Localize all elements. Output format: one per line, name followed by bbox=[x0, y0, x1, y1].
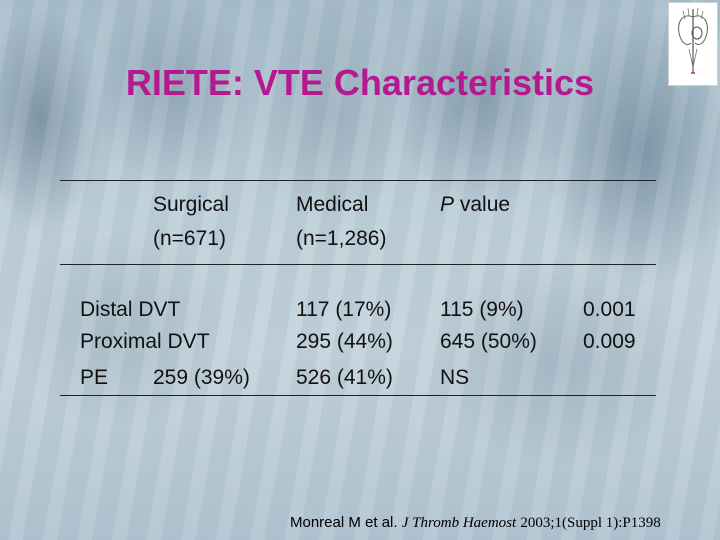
citation: Monreal M et al. J Thromb Haemost 2003;1… bbox=[290, 514, 661, 532]
cell-proximal-surgical: 295 (44%) bbox=[296, 330, 393, 353]
cell-distal-surgical: 117 (17%) bbox=[296, 298, 392, 321]
row-label-pe: PE bbox=[80, 366, 109, 389]
header-surgical: Surgical bbox=[153, 193, 229, 216]
row-label-proximal: Proximal DVT bbox=[80, 330, 210, 353]
header-medical: Medical bbox=[296, 193, 369, 216]
citation-ref: 2003;1(Suppl 1):P1398 bbox=[520, 515, 661, 531]
header-surgical-n: (n=671) bbox=[153, 227, 226, 250]
cell-pe-surgical: 259 (39%) bbox=[153, 366, 250, 389]
cell-distal-medical: 115 (9%) bbox=[440, 298, 524, 321]
cell-proximal-medical: 645 (50%) bbox=[440, 330, 537, 353]
cell-distal-pvalue: 0.001 bbox=[583, 298, 636, 321]
header-pvalue: P value bbox=[440, 193, 511, 216]
header-medical-n: (n=1,286) bbox=[296, 227, 387, 250]
citation-authors: Monreal M et al. bbox=[290, 514, 398, 531]
citation-journal: J Thromb Haemost bbox=[401, 515, 517, 531]
cell-pe-pvalue: NS bbox=[440, 366, 470, 389]
table-header-rule bbox=[60, 264, 656, 265]
logo bbox=[668, 2, 718, 86]
slide-title: RIETE: VTE Characteristics bbox=[125, 62, 595, 103]
table-bottom-rule bbox=[60, 395, 656, 396]
heart-lungs-icon bbox=[678, 7, 708, 74]
cell-proximal-pvalue: 0.009 bbox=[583, 330, 636, 353]
cell-pe-medical: 526 (41%) bbox=[296, 366, 393, 389]
row-label-distal: Distal DVT bbox=[80, 298, 181, 321]
table-top-rule bbox=[60, 180, 656, 181]
